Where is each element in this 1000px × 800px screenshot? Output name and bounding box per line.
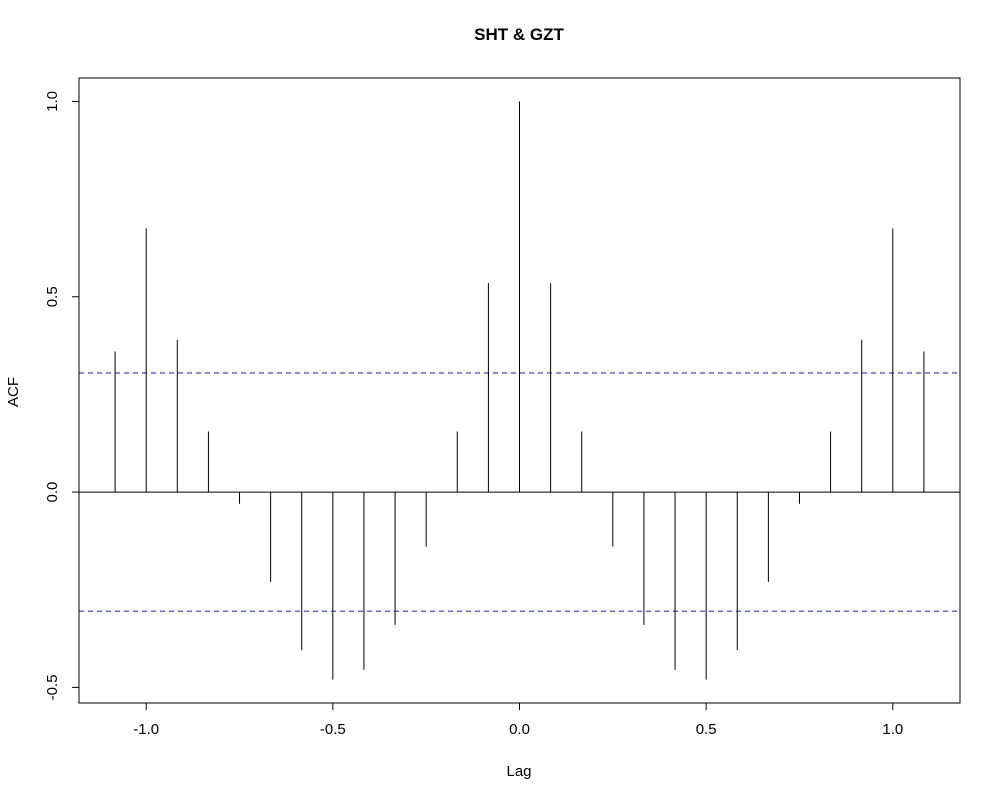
y-tick-label: -0.5 xyxy=(44,674,61,700)
chart-title: SHT & GZT xyxy=(474,25,564,44)
x-tick-label: 0.5 xyxy=(696,721,717,738)
x-tick-label: -1.0 xyxy=(133,721,159,738)
x-tick-label: 0.0 xyxy=(509,721,530,738)
x-tick-label: 1.0 xyxy=(882,721,903,738)
y-tick-label: 1.0 xyxy=(44,91,61,112)
y-tick-label: 0.0 xyxy=(44,482,61,503)
x-tick-label: -0.5 xyxy=(320,721,346,738)
y-axis-label: ACF xyxy=(5,377,22,407)
y-tick-label: 0.5 xyxy=(44,286,61,307)
x-axis-label: Lag xyxy=(506,763,531,780)
